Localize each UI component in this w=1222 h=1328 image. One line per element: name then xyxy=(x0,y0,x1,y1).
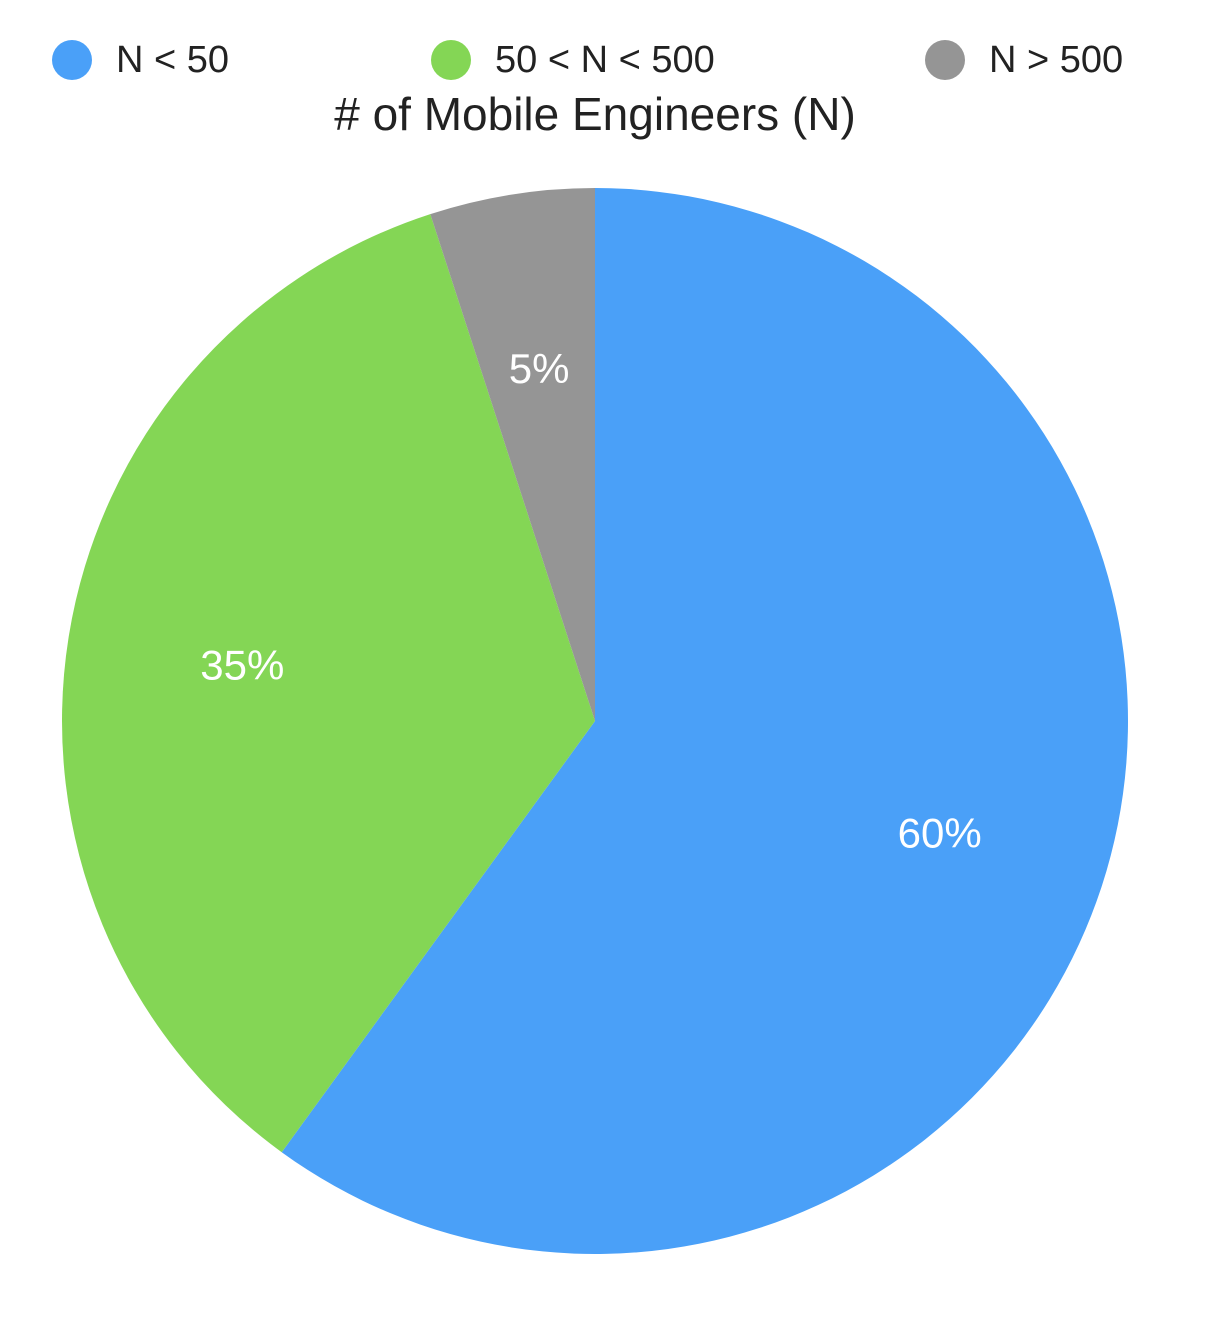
pie-slice-1 xyxy=(281,188,1128,1254)
legend-label-3: N > 500 xyxy=(989,39,1123,81)
legend-item-1: N < 50 xyxy=(52,39,229,81)
legend-swatch-1 xyxy=(52,40,92,80)
legend-item-3: N > 500 xyxy=(925,39,1123,81)
legend-swatch-3 xyxy=(925,40,965,80)
slice-labels: 60% 35% 5% xyxy=(200,345,981,857)
pie-slice-3 xyxy=(430,188,595,721)
pie-slices xyxy=(62,188,1128,1254)
slice-label-3: 5% xyxy=(509,345,570,392)
legend: N < 50 50 < N < 500 N > 500 xyxy=(52,39,1123,81)
legend-label-2: 50 < N < 500 xyxy=(495,39,715,81)
slice-label-1: 60% xyxy=(898,810,982,857)
legend-item-2: 50 < N < 500 xyxy=(431,39,715,81)
pie-slice-2 xyxy=(62,214,596,1153)
legend-label-1: N < 50 xyxy=(116,39,229,81)
slice-label-2: 35% xyxy=(200,642,284,689)
chart-title: # of Mobile Engineers (N) xyxy=(334,88,856,140)
legend-swatch-2 xyxy=(431,40,471,80)
